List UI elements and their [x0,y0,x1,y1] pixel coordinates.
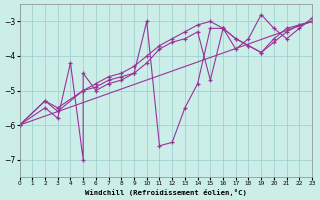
X-axis label: Windchill (Refroidissement éolien,°C): Windchill (Refroidissement éolien,°C) [85,189,247,196]
